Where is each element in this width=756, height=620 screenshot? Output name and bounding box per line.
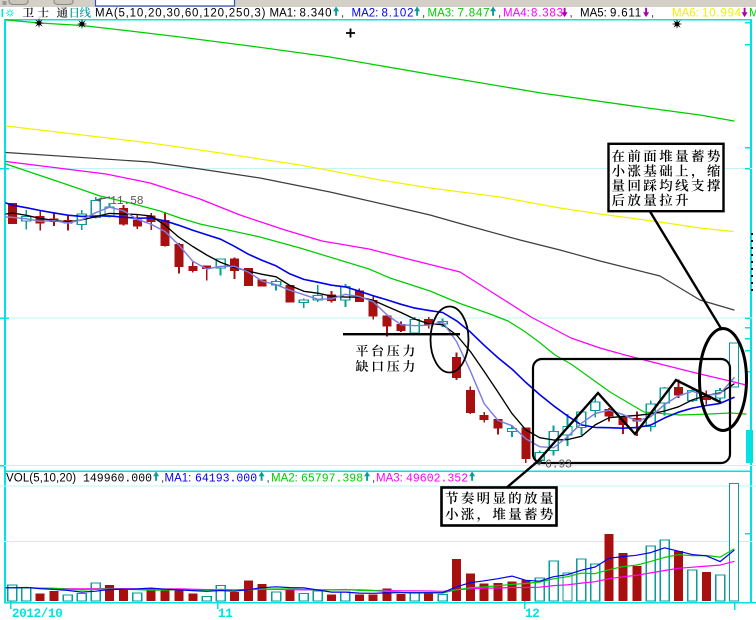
svg-text:8.102: 8.102 [382,7,415,19]
svg-text:MA(5,10,20,30,60,120,250,3): MA(5,10,20,30,60,120,250,3) [95,7,266,19]
svg-text:MA2:: MA2: [352,7,379,19]
svg-text:MA3:: MA3: [428,7,455,19]
svg-text:MA6:: MA6: [672,7,699,19]
svg-text:MA1:: MA1: [270,7,297,19]
svg-text:,: , [372,472,375,484]
svg-text:2012/10: 2012/10 [12,607,62,620]
svg-text:,: , [651,7,654,19]
svg-text:MA5:: MA5: [580,7,607,19]
svg-text:6.93: 6.93 [545,459,572,472]
svg-text:,: , [161,472,164,484]
svg-text:,: , [570,7,573,19]
svg-text:65797.398: 65797.398 [301,472,363,485]
svg-text:MA3:: MA3: [376,472,403,484]
svg-text:MA4:: MA4: [503,7,530,19]
svg-text:MA2:: MA2: [271,472,298,484]
svg-text:8.383: 8.383 [531,7,564,19]
svg-text:,: , [422,7,425,19]
svg-text:MA7: MA7 [749,7,756,19]
svg-text:,: , [498,7,501,19]
svg-text:49602.352: 49602.352 [406,472,468,485]
svg-text:149960.000: 149960.000 [83,472,152,485]
svg-text:10.994: 10.994 [702,7,742,19]
svg-text:11: 11 [218,607,232,620]
svg-text:8.340: 8.340 [300,7,333,19]
svg-text:11.58: 11.58 [110,195,144,208]
svg-text:9.611: 9.611 [610,7,642,19]
svg-text:7.847: 7.847 [458,7,491,19]
svg-text:,: , [267,472,270,484]
svg-text:12: 12 [525,607,539,620]
svg-text:64193.000: 64193.000 [195,472,257,485]
svg-text:,: , [341,7,344,19]
svg-text:MA1:: MA1: [165,472,192,484]
svg-text:VOL(5,10,20): VOL(5,10,20) [6,472,76,484]
